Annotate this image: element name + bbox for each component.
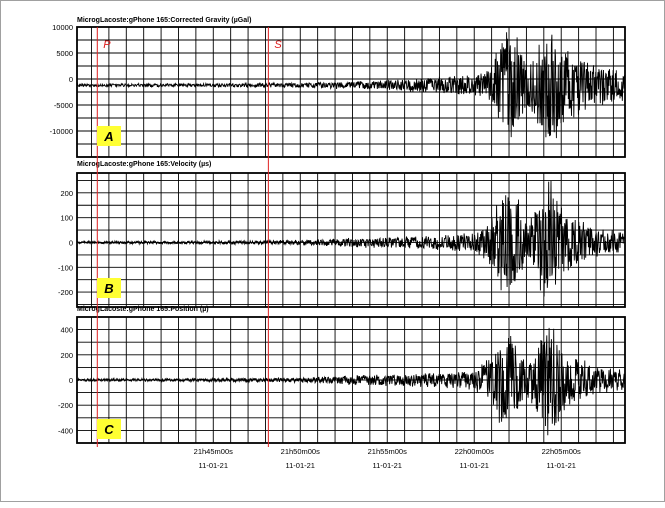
panel-label-box bbox=[97, 278, 121, 298]
x-tick-date: 11-01-21 bbox=[199, 461, 228, 470]
x-tick-label: 22h00m00s bbox=[455, 447, 494, 456]
y-tick-label: -400 bbox=[58, 426, 73, 435]
panel-label-box bbox=[97, 419, 121, 439]
y-tick-label: 0 bbox=[69, 75, 73, 84]
y-tick-label: 200 bbox=[60, 189, 73, 198]
plot-border bbox=[76, 316, 626, 444]
y-tick-label: 0 bbox=[69, 376, 73, 385]
y-tick-label: -5000 bbox=[54, 101, 73, 110]
y-tick-label: 0 bbox=[69, 238, 73, 247]
y-tick-label: -200 bbox=[58, 401, 73, 410]
y-tick-label: 400 bbox=[60, 326, 73, 335]
x-tick-date: 11-01-21 bbox=[459, 461, 488, 470]
x-tick-date: 11-01-21 bbox=[373, 461, 402, 470]
y-tick-label: -10000 bbox=[50, 127, 73, 136]
x-tick-label: 22h05m00s bbox=[542, 447, 581, 456]
y-tick-label: -200 bbox=[58, 288, 73, 297]
y-tick-label: 100 bbox=[60, 214, 73, 223]
waveform-trace bbox=[76, 180, 626, 297]
panel-b: MicrogLacoste:gPhone 165:Velocity (µs) 20… bbox=[58, 161, 626, 308]
x-tick-label: 21h45m00s bbox=[194, 447, 233, 456]
panel-title: MicrogLacoste:gPhone 165:Position (µ) bbox=[77, 306, 209, 313]
panel-label-box bbox=[97, 126, 121, 146]
plot-border bbox=[76, 172, 626, 308]
y-tick-label: -100 bbox=[58, 263, 73, 272]
y-tick-label: 200 bbox=[60, 351, 73, 360]
y-tick-label: 5000 bbox=[56, 49, 73, 58]
panel-title: MicrogLacoste:gPhone 165:Corrected Gravi… bbox=[77, 17, 251, 24]
x-tick-date: 11-01-21 bbox=[546, 461, 575, 470]
waveform-trace bbox=[76, 32, 626, 139]
x-axis: 21h45m00s 11-01-21 21h50m00s 11-01-21 21h55m… bbox=[194, 447, 581, 470]
waveform-trace bbox=[76, 327, 626, 436]
panel-label: B bbox=[104, 281, 113, 296]
panel-title: MicrogLacoste:gPhone 165:Velocity (µs) bbox=[77, 161, 211, 168]
panel-a: MicrogLacoste:gPhone 165:Corrected Gravi… bbox=[50, 17, 626, 158]
panel-label: C bbox=[104, 422, 114, 437]
phase-marker-label: P bbox=[103, 39, 111, 51]
panel-label: A bbox=[103, 129, 113, 144]
y-tick-label: 10000 bbox=[52, 23, 73, 32]
x-tick-date: 11-01-21 bbox=[286, 461, 315, 470]
plot-border bbox=[76, 26, 626, 158]
phase-marker-label: S bbox=[274, 39, 282, 51]
panel-c: MicrogLacoste:gPhone 165:Position (µ) 400… bbox=[58, 306, 626, 444]
x-tick-label: 21h50m00s bbox=[281, 447, 320, 456]
x-tick-label: 21h55m00s bbox=[368, 447, 407, 456]
